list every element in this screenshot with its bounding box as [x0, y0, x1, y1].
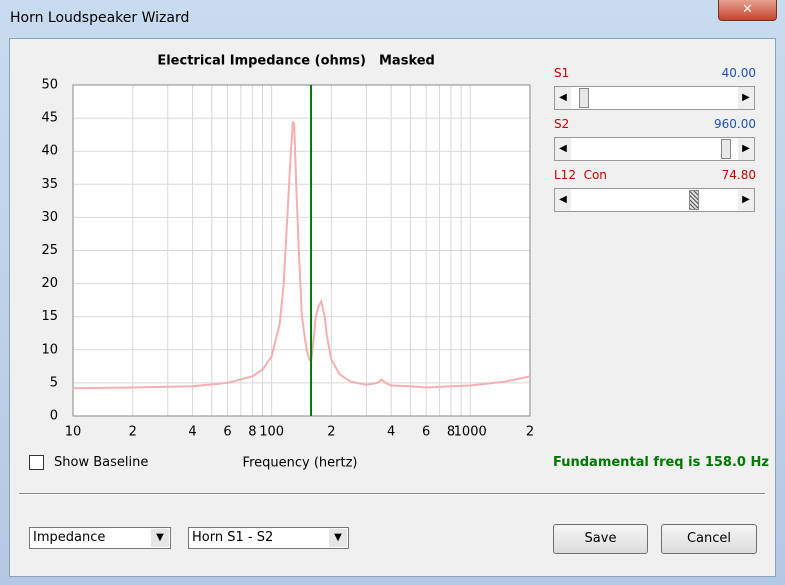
slider-label: S1	[554, 66, 570, 80]
dropdown-text: Horn S1 - S2	[192, 530, 274, 545]
slider[interactable]: ◀ ▶	[554, 86, 755, 110]
checkbox[interactable]	[29, 455, 44, 470]
x-tick-label: 4	[387, 425, 395, 440]
fundamental-text: Fundamental freq is 158.0 Hz	[553, 455, 769, 470]
impedance-line	[72, 121, 531, 390]
x-tick-label: 4	[188, 425, 196, 440]
dropdown[interactable]: Impedance ▼	[29, 527, 171, 549]
x-tick-label: 6	[422, 425, 430, 440]
y-tick-label: 5	[50, 375, 58, 390]
y-tick-label: 45	[41, 111, 58, 126]
slider-label: L12 Con	[554, 168, 607, 182]
checkbox-label[interactable]: Show Baseline	[54, 455, 149, 470]
x-tick-label: 100	[259, 425, 284, 440]
x-tick-label: 2	[129, 425, 137, 440]
cancel-button[interactable]: Cancel	[661, 524, 757, 554]
x-tick-label: 2	[526, 425, 534, 440]
dropdown-text: Impedance	[33, 530, 106, 545]
save-button[interactable]: Save	[553, 524, 648, 554]
x-axis-label: Frequency (hertz)	[243, 456, 358, 471]
y-tick-label: 30	[41, 210, 58, 225]
y-tick-label: 0	[50, 409, 58, 424]
x-tick-label: 2	[327, 425, 335, 440]
y-tick-label: 20	[41, 276, 58, 291]
window-title: Horn Loudspeaker Wizard	[10, 10, 190, 26]
x-tick-label: 6	[223, 425, 231, 440]
slider-value: 40.00	[721, 66, 756, 80]
chart-subtitle: Masked	[379, 54, 435, 69]
x-tick-label: 1000	[454, 425, 487, 440]
y-tick-label: 40	[41, 144, 58, 159]
slider[interactable]: ◀ ▶	[554, 137, 755, 161]
chart-title: Electrical Impedance (ohms)	[157, 54, 366, 69]
slider-label: S2	[554, 117, 570, 131]
y-tick-label: 10	[41, 342, 58, 357]
separator	[19, 493, 765, 495]
close-button[interactable]: ✕	[718, 0, 777, 21]
x-tick-label: 8	[447, 425, 455, 440]
y-tick-label: 50	[41, 78, 58, 93]
slider-value: 74.80	[721, 168, 756, 182]
dropdown[interactable]: Horn S1 - S2 ▼	[188, 527, 349, 549]
y-tick-label: 15	[41, 309, 58, 324]
x-tick-label: 8	[248, 425, 256, 440]
plot-border	[72, 84, 531, 417]
slider-value: 960.00	[714, 117, 756, 131]
y-tick-label: 35	[41, 177, 58, 192]
y-tick-label: 25	[41, 243, 58, 258]
x-tick-label: 10	[65, 425, 82, 440]
slider[interactable]: ◀ ▶	[554, 188, 755, 212]
